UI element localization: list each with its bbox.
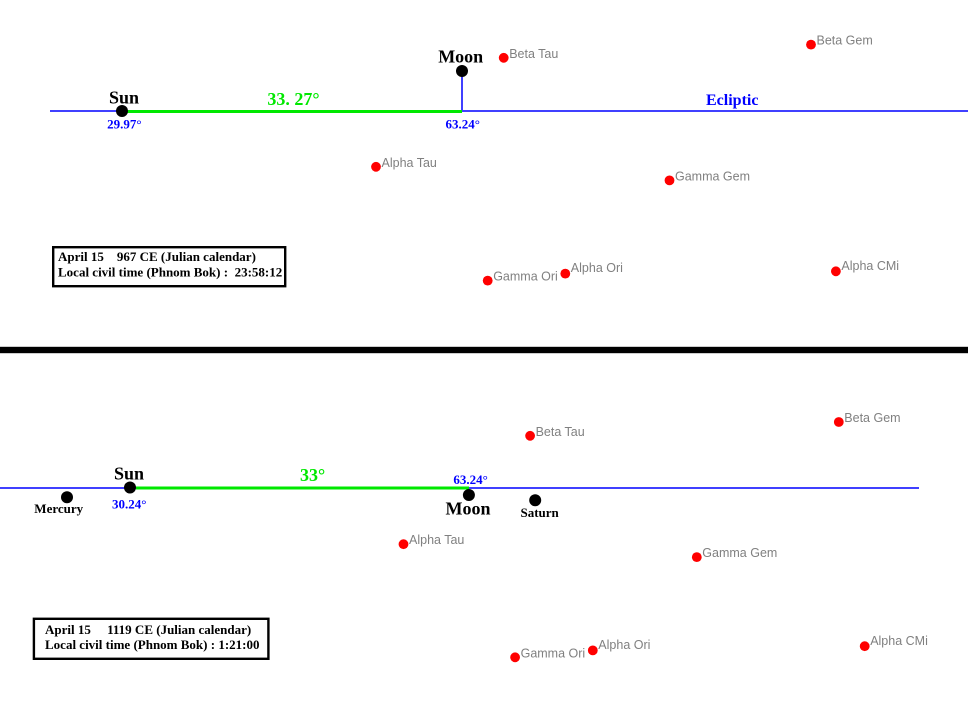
svg-text:30.24°: 30.24° bbox=[112, 497, 146, 512]
svg-text:Sun: Sun bbox=[109, 88, 139, 108]
svg-text:Beta Gem: Beta Gem bbox=[817, 34, 873, 48]
svg-text:Gamma Ori: Gamma Ori bbox=[521, 646, 586, 660]
svg-text:Local civil time (Phnom Bok) :: Local civil time (Phnom Bok) : 1:21:00 bbox=[45, 637, 259, 652]
svg-text:63.24°: 63.24° bbox=[453, 472, 487, 487]
svg-text:April 15 967 CE (Julian cal: April 15 967 CE (Julian calendar) bbox=[58, 249, 256, 264]
svg-text:Ecliptic: Ecliptic bbox=[706, 92, 758, 109]
svg-text:Gamma Gem: Gamma Gem bbox=[702, 546, 777, 560]
svg-text:Beta Tau: Beta Tau bbox=[509, 47, 558, 61]
svg-text:Saturn: Saturn bbox=[521, 505, 560, 520]
svg-text:Moon: Moon bbox=[446, 499, 491, 519]
svg-text:Mercury: Mercury bbox=[34, 501, 83, 516]
svg-text:Beta Gem: Beta Gem bbox=[844, 411, 900, 425]
svg-text:33. 27°: 33. 27° bbox=[267, 89, 319, 109]
svg-text:Gamma Gem: Gamma Gem bbox=[675, 169, 750, 183]
svg-text:Sun: Sun bbox=[114, 464, 144, 484]
svg-text:Alpha Tau: Alpha Tau bbox=[382, 156, 437, 170]
svg-text:29.97°: 29.97° bbox=[107, 117, 141, 132]
svg-text:April 15 1119 CE (Julian c: April 15 1119 CE (Julian calendar) bbox=[45, 622, 251, 637]
svg-text:Alpha Tau: Alpha Tau bbox=[409, 533, 464, 547]
svg-text:Beta Tau: Beta Tau bbox=[536, 425, 585, 439]
svg-text:Local civil time (Phnom Bok) :: Local civil time (Phnom Bok) : 23:58:12 bbox=[58, 264, 282, 279]
svg-text:63.24°: 63.24° bbox=[446, 117, 480, 132]
svg-text:Moon: Moon bbox=[438, 46, 483, 66]
svg-text:Alpha Ori: Alpha Ori bbox=[598, 638, 650, 652]
svg-text:Alpha CMi: Alpha CMi bbox=[870, 634, 928, 648]
svg-text:Alpha CMi: Alpha CMi bbox=[841, 259, 899, 273]
svg-text:Alpha Ori: Alpha Ori bbox=[571, 261, 623, 275]
svg-text:Gamma Ori: Gamma Ori bbox=[493, 270, 558, 284]
svg-text:33°: 33° bbox=[300, 465, 325, 485]
